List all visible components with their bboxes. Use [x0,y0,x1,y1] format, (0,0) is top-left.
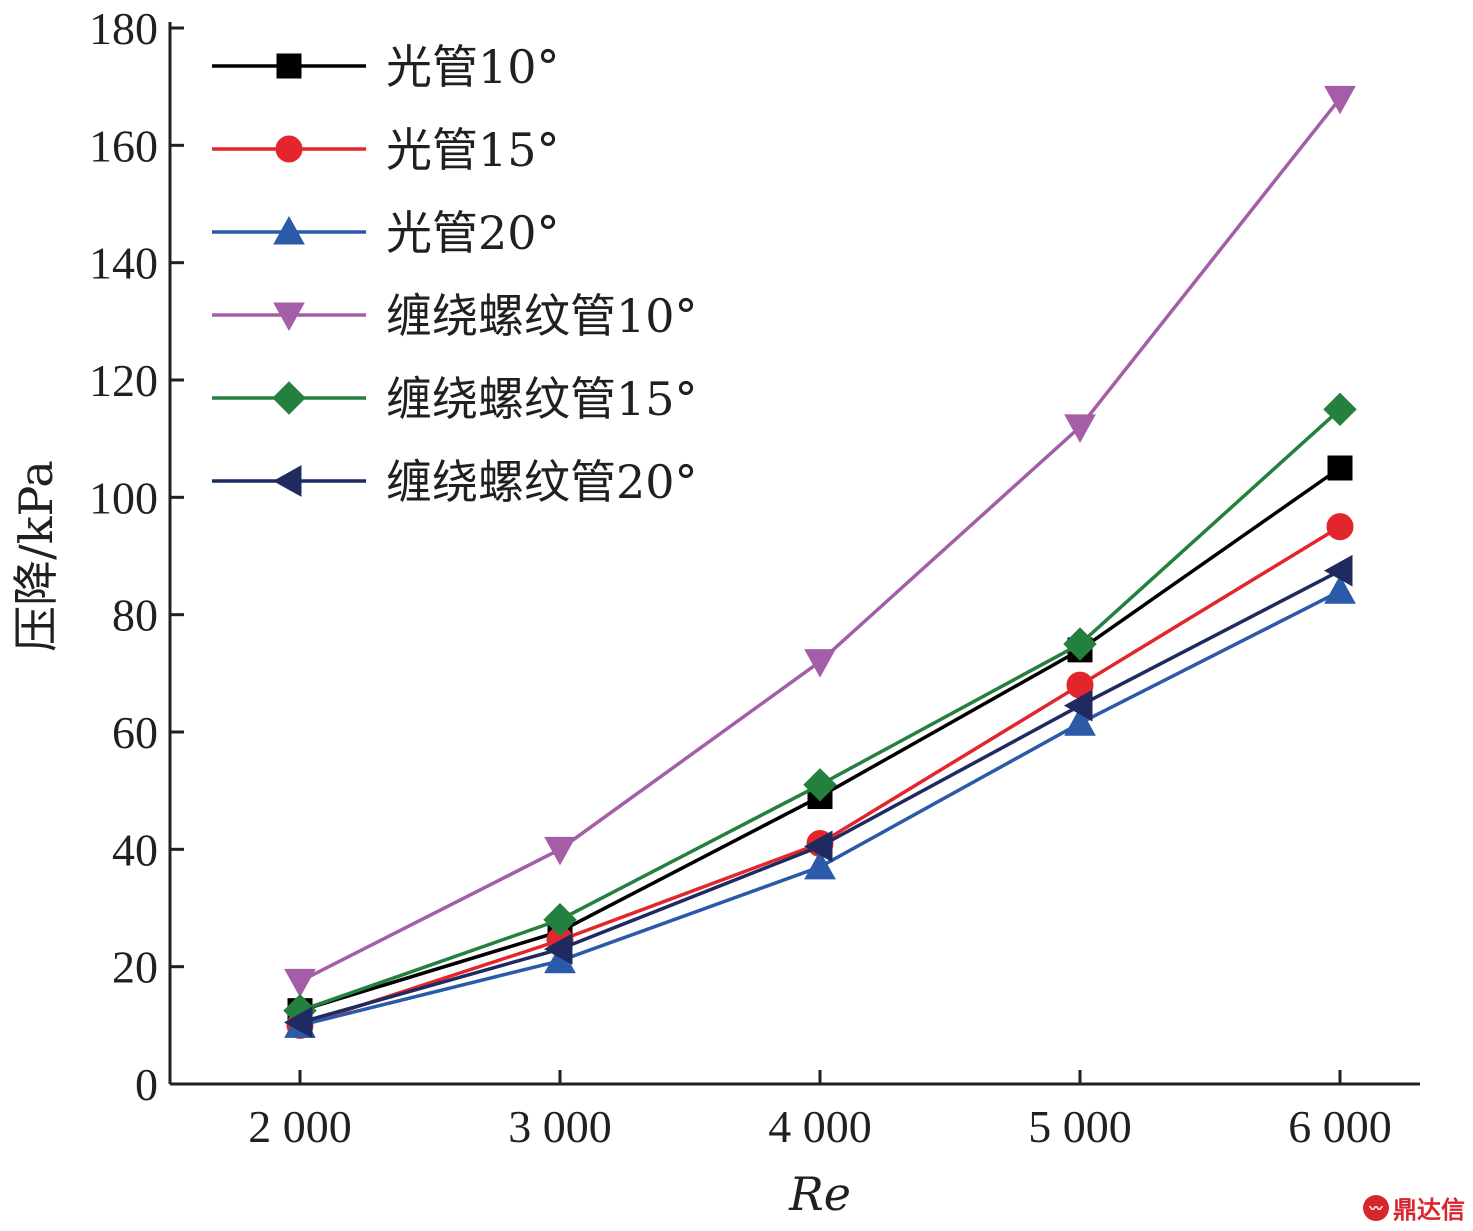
data-point [1064,707,1096,736]
y-tick-label: 60 [112,707,158,758]
data-point [1324,575,1356,604]
series-4 [284,85,1356,998]
y-tick-label: 100 [89,472,158,523]
legend-label: 光管20° [386,206,560,260]
data-point [1063,689,1093,722]
axes: 0 20 40 60 80 100 120 140 160 180 2 000 3 000 4 000 5… [89,3,1420,1152]
data-point [543,903,577,937]
x-tick-label: 3 000 [508,1101,612,1152]
legend-entry: 光管20° [212,206,560,260]
data-point [803,768,837,802]
y-tick-label: 80 [112,590,158,641]
y-tick-label: 160 [89,120,158,171]
legend-marker [272,465,302,497]
watermark-text: 鼎达信 [1393,1196,1465,1224]
legend-label: 缠绕螺纹管15° [386,372,698,426]
x-tick-label: 6 000 [1288,1101,1392,1152]
legend-marker [273,215,305,245]
data-point [1327,455,1353,481]
data-point [284,968,316,998]
legend-entry: 缠绕螺纹管10° [212,289,698,343]
data-point [804,649,836,678]
y-tick-label: 20 [112,942,158,993]
legend-label: 光管15° [386,123,560,177]
legend-entry: 缠绕螺纹管20° [212,455,698,509]
legend-entry: 光管10° [212,40,560,94]
wave-badge-icon: 〰 [1363,1194,1389,1221]
watermark: 〰 鼎达信 [1363,1190,1465,1225]
data-point [1326,513,1354,541]
y-tick-label: 120 [89,355,158,406]
legend-marker [275,135,303,163]
legend-label: 缠绕螺纹管10° [386,289,698,343]
y-tick-label: 140 [89,238,158,289]
data-point [803,830,833,863]
data-point [1323,392,1357,427]
y-tick-label: 0 [135,1059,158,1110]
legend-marker [273,302,305,332]
x-axis-label: Re [788,1167,851,1221]
data-point [283,1006,313,1039]
data-point [1323,554,1353,587]
x-tick-label: 2 000 [248,1101,352,1152]
series-5 [283,392,1357,1028]
data-point [1324,85,1356,115]
series-6 [283,554,1353,1039]
y-axis-label: 压降/kPa [9,460,63,652]
series-group [283,85,1357,1039]
legend-label: 光管10° [386,40,560,94]
legend-label: 缠绕螺纹管20° [386,455,698,509]
x-tick-label: 4 000 [768,1101,872,1152]
y-tick-label: 40 [112,824,158,875]
y-tick-label: 180 [89,3,158,54]
data-point [544,836,576,866]
legend: 光管10° 光管15° 光管20° 缠绕螺纹管10° 缠绕螺纹管15° 缠绕螺纹管20° [212,40,698,509]
data-point [1064,414,1096,443]
legend-entry: 缠绕螺纹管15° [212,372,698,426]
x-tick-label: 5 000 [1028,1101,1132,1152]
legend-entry: 光管15° [212,123,560,177]
data-point [543,933,573,965]
data-point [804,850,836,880]
data-point [1063,627,1097,661]
legend-marker [272,381,306,415]
legend-marker [276,53,302,79]
